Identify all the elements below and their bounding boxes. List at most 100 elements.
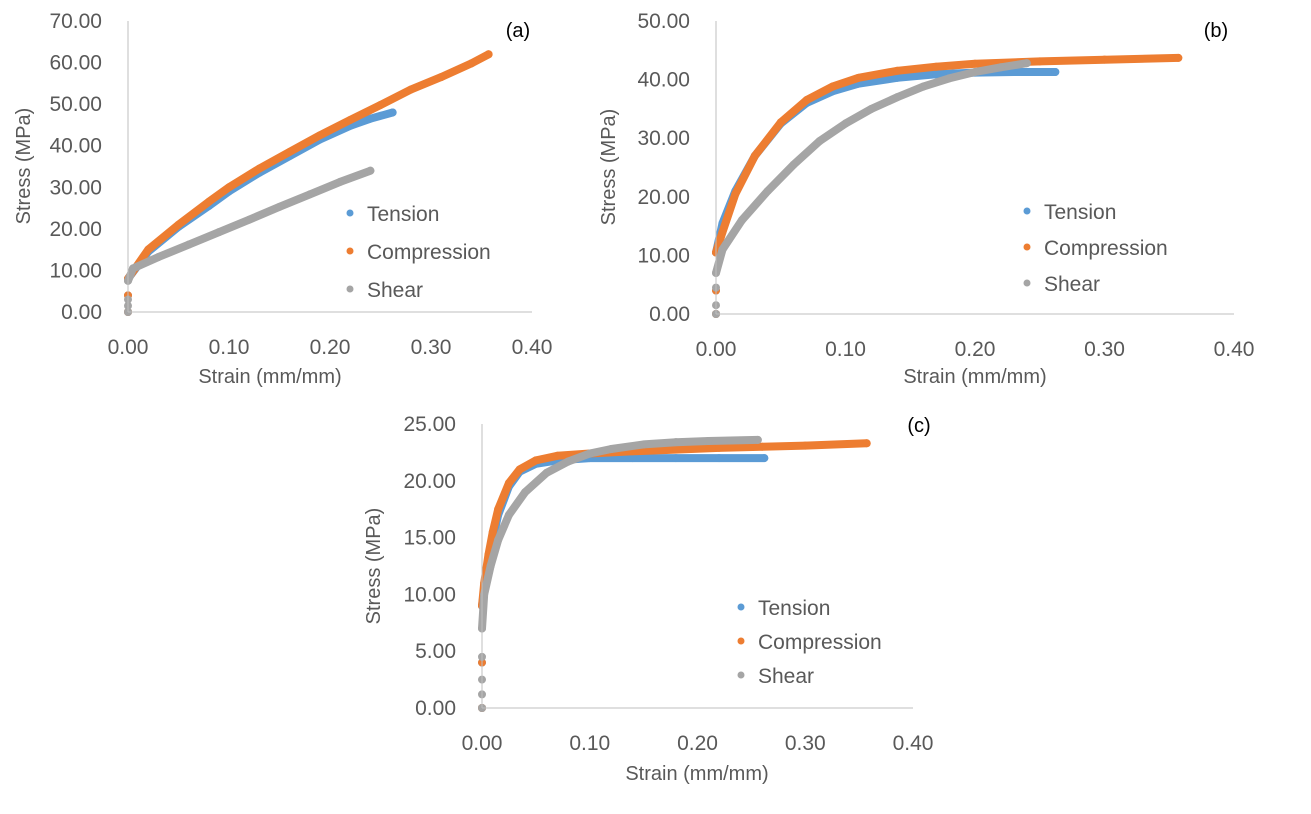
data-point <box>945 74 954 83</box>
data-point <box>488 527 497 536</box>
legend-marker <box>1023 243 1031 251</box>
legend-label: Tension <box>367 203 439 226</box>
data-point <box>1051 67 1060 76</box>
data-point <box>285 147 294 156</box>
data-point <box>854 73 863 82</box>
legend-item-compression: Compression <box>737 631 882 654</box>
data-point <box>376 100 385 109</box>
data-point <box>184 240 193 249</box>
data-point <box>315 131 324 140</box>
legend-label: Shear <box>1044 273 1100 296</box>
data-point <box>467 59 476 68</box>
x-tick-label: 0.10 <box>209 336 250 359</box>
series-compression <box>124 50 493 316</box>
y-tick-label: 5.00 <box>415 640 456 663</box>
data-point <box>639 440 648 449</box>
y-tick-label: 20.00 <box>49 218 102 241</box>
data-point <box>607 444 616 453</box>
data-point <box>671 454 680 463</box>
legend-item-compression: Compression <box>1023 237 1168 260</box>
legend-label: Shear <box>367 279 423 302</box>
x-tick-label: 0.00 <box>462 732 503 755</box>
x-axis-title: Strain (mm/mm) <box>625 763 768 785</box>
x-tick-label: 0.30 <box>411 336 452 359</box>
data-point <box>346 115 355 124</box>
y-tick-label: 20.00 <box>637 186 690 209</box>
data-point <box>366 114 375 123</box>
y-axis-title: Stress (MPa) <box>13 108 35 225</box>
data-point <box>154 253 163 262</box>
data-point <box>1022 59 1031 68</box>
legend-item-shear: Shear <box>737 665 814 688</box>
data-point <box>245 215 254 224</box>
x-tick-label: 0.10 <box>569 732 610 755</box>
legend-marker <box>737 671 745 679</box>
legend: Tension Compression Shear <box>346 203 491 302</box>
data-point <box>704 437 713 446</box>
y-tick-label: 60.00 <box>49 52 102 75</box>
data-point <box>204 197 213 206</box>
data-point <box>893 93 902 102</box>
data-point <box>828 82 837 91</box>
data-point <box>715 443 724 452</box>
data-point <box>437 73 446 82</box>
data-point <box>504 510 513 519</box>
data-point <box>1174 53 1183 62</box>
data-point <box>484 50 493 59</box>
data-point <box>789 160 798 169</box>
x-tick-label: 0.20 <box>955 338 996 361</box>
y-tick-label: 15.00 <box>403 527 456 550</box>
series-line <box>124 50 493 283</box>
panel-label: (b) <box>1204 20 1228 42</box>
chart-c: 0.00 5.00 10.00 15.00 20.00 25.00 0.00 0.10 0.2… <box>363 413 933 785</box>
data-point <box>715 454 724 463</box>
y-tick-label: 0.00 <box>649 303 690 326</box>
data-point <box>531 456 540 465</box>
data-point <box>1035 57 1044 66</box>
y-tick-label: 25.00 <box>403 413 456 436</box>
data-point <box>718 245 727 254</box>
data-point <box>737 216 746 225</box>
data-point <box>815 137 824 146</box>
legend-marker <box>737 637 745 645</box>
y-tick-label: 70.00 <box>49 10 102 33</box>
series-line <box>712 59 1031 277</box>
y-tick-label: 50.00 <box>637 10 690 33</box>
series-line <box>478 435 762 633</box>
legend-item-tension: Tension <box>1023 201 1116 224</box>
y-tick-label: 0.00 <box>415 697 456 720</box>
x-tick-label: 0.10 <box>825 338 866 361</box>
chart-a: 0.0010.0020.0030.0040.0050.0060.0070.00 … <box>13 10 552 388</box>
legend-marker <box>346 285 354 293</box>
data-point <box>862 439 871 448</box>
data-point <box>275 202 284 211</box>
x-axis-title: Strain (mm/mm) <box>198 366 341 388</box>
data-point <box>214 228 223 237</box>
data-point <box>750 151 759 160</box>
data-point <box>406 85 415 94</box>
data-point <box>486 562 495 570</box>
legend-item-shear: Shear <box>346 279 423 302</box>
x-tick-label: 0.00 <box>108 336 149 359</box>
series-compression <box>712 53 1183 318</box>
data-point <box>542 468 551 477</box>
panel-label: (c) <box>907 415 930 437</box>
legend-marker <box>346 209 354 217</box>
legend-marker <box>737 603 745 611</box>
y-tick-label: 10.00 <box>403 583 456 606</box>
series-line <box>478 439 871 610</box>
data-point <box>553 451 562 460</box>
data-point <box>932 62 941 71</box>
data-point <box>841 119 850 128</box>
y-tick-label: 40.00 <box>637 69 690 92</box>
series-line <box>124 166 375 285</box>
data-point <box>515 465 524 474</box>
data-point <box>758 442 767 451</box>
y-tick-label: 30.00 <box>637 127 690 150</box>
legend-marker <box>346 247 354 255</box>
data-point <box>225 183 233 192</box>
data-point <box>760 454 769 463</box>
y-tick-label: 40.00 <box>49 135 102 158</box>
x-tick-label: 0.20 <box>310 336 351 359</box>
data-point <box>802 96 811 105</box>
